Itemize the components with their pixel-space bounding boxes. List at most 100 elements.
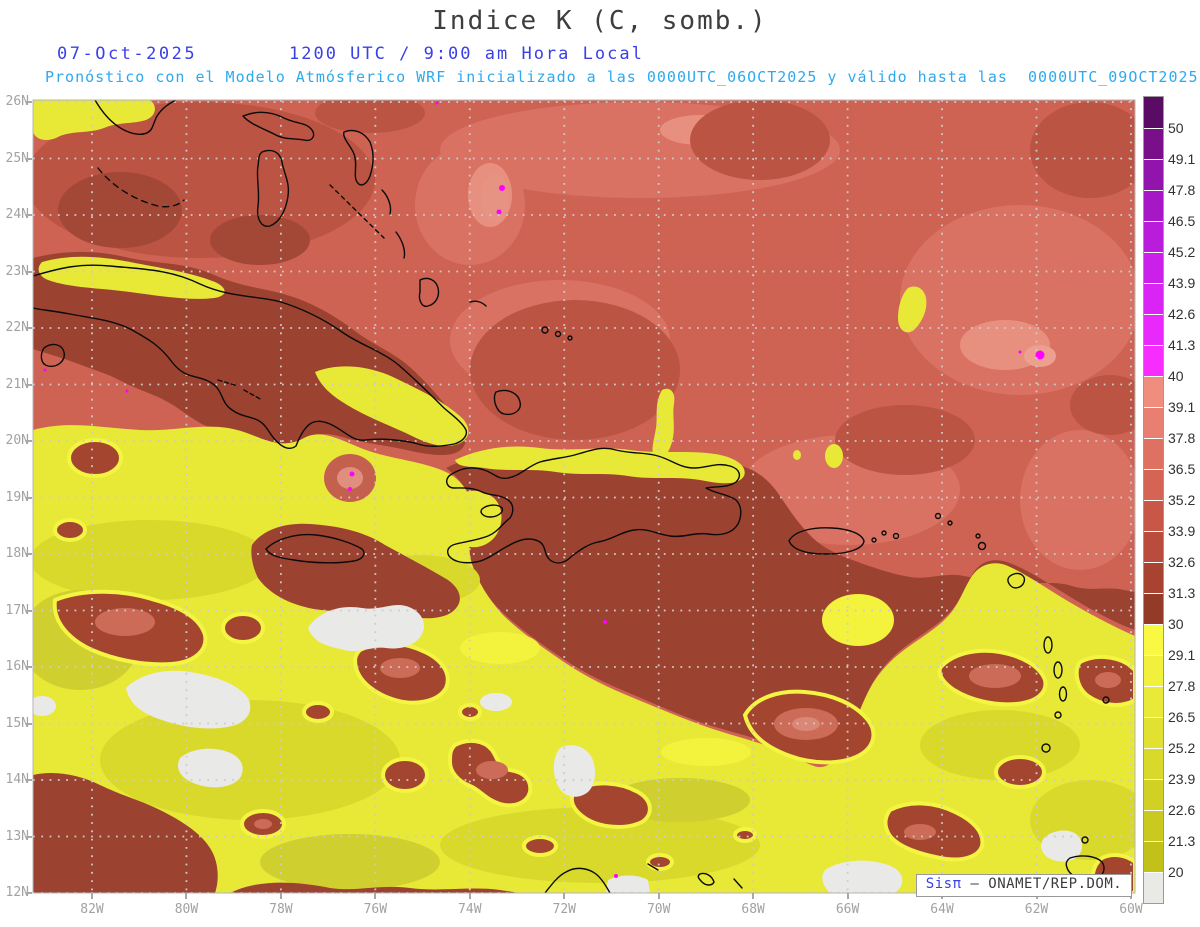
lat-label: 23N bbox=[5, 263, 29, 279]
colorbar-segment bbox=[1144, 593, 1163, 624]
colorbar-tick-label: 41.3 bbox=[1168, 337, 1196, 353]
lon-tick bbox=[563, 893, 566, 899]
lat-label: 14N bbox=[5, 772, 29, 787]
colorbar-tick-label: 50 bbox=[1168, 120, 1184, 136]
forecast-date: 07-Oct-2025 bbox=[57, 44, 198, 64]
lat-tick bbox=[26, 383, 32, 386]
lat-tick bbox=[26, 496, 32, 499]
lat-tick bbox=[26, 157, 32, 160]
coastlines bbox=[33, 100, 1110, 893]
colorbar-segment bbox=[1144, 748, 1163, 779]
lat-label: 15N bbox=[5, 715, 29, 731]
contour-band-central bbox=[446, 453, 1135, 763]
lat-tick bbox=[26, 892, 32, 894]
lat-tick bbox=[26, 835, 32, 838]
colorbar-tick-label: 47.8 bbox=[1168, 182, 1196, 198]
gray-patches bbox=[33, 604, 1082, 893]
colorbar-segment bbox=[1144, 407, 1163, 438]
colorbar-tick-label: 29.1 bbox=[1168, 647, 1196, 663]
colorbar-tick-label: 25.2 bbox=[1168, 740, 1196, 756]
lon-label: 66W bbox=[835, 902, 860, 917]
lat-label: 22N bbox=[5, 320, 29, 335]
colorbar-tick-label: 30 bbox=[1168, 616, 1184, 632]
colorbar-segment bbox=[1144, 531, 1163, 562]
colorbar-segment bbox=[1144, 97, 1163, 128]
colorbar bbox=[1143, 96, 1164, 904]
colorbar-tick-label: 49.1 bbox=[1168, 151, 1196, 167]
lon-tick bbox=[468, 893, 471, 899]
colorbar-tick-label: 40 bbox=[1168, 368, 1184, 384]
lat-tick bbox=[26, 666, 32, 668]
colorbar-segment bbox=[1144, 872, 1163, 903]
lat-tick bbox=[26, 440, 32, 442]
lon-label: 78W bbox=[269, 902, 293, 917]
watermark-brand: Sisπ bbox=[925, 876, 962, 892]
watermark-box: Sisπ – ONAMET/REP.DOM. bbox=[916, 874, 1132, 897]
contour-bottomleft-brown bbox=[33, 773, 520, 893]
lon-tick bbox=[752, 893, 755, 899]
colorbar-tick-label: 43.9 bbox=[1168, 275, 1196, 291]
model-subtitle: Pronóstico con el Modelo Atmósferico WRF… bbox=[45, 68, 1199, 86]
colorbar-segment bbox=[1144, 159, 1163, 190]
colorbar-segment bbox=[1144, 500, 1163, 531]
lat-label: 24N bbox=[5, 207, 29, 222]
lat-label: 17N bbox=[5, 602, 29, 618]
colorbar-tick-label: 26.5 bbox=[1168, 709, 1196, 725]
colorbar-tick-label: 27.8 bbox=[1168, 678, 1196, 694]
lon-label: 82W bbox=[80, 902, 104, 917]
pink-halo bbox=[481, 174, 509, 222]
colorbar-segment bbox=[1144, 469, 1163, 500]
lat-tick bbox=[26, 553, 32, 555]
salmon-centers bbox=[95, 608, 1121, 840]
colorbar-tick-label: 32.6 bbox=[1168, 554, 1196, 570]
colorbar-segment bbox=[1144, 345, 1163, 376]
colorbar-tick-label: 20 bbox=[1168, 864, 1184, 880]
lat-tick bbox=[26, 779, 32, 781]
yellow-patches bbox=[33, 100, 927, 548]
colorbar-segment bbox=[1144, 438, 1163, 469]
lon-label: 68W bbox=[741, 902, 765, 917]
forecast-time: 1200 UTC / 9:00 am Hora Local bbox=[289, 44, 644, 64]
lat-label: 19N bbox=[5, 489, 29, 505]
colorbar-segment bbox=[1144, 624, 1163, 655]
colorbar-tick-label: 21.3 bbox=[1168, 833, 1196, 849]
lat-tick bbox=[26, 609, 32, 612]
lat-label: 20N bbox=[5, 433, 29, 448]
contour-region-brightyellow bbox=[460, 594, 894, 766]
colorbar-segment bbox=[1144, 841, 1163, 872]
lat-tick bbox=[26, 327, 32, 329]
colorbar-segment bbox=[1144, 283, 1163, 314]
lon-tick bbox=[185, 893, 188, 899]
contour-region-deep bbox=[58, 172, 310, 265]
colorbar-tick-label: 46.5 bbox=[1168, 213, 1196, 229]
lon-label: 70W bbox=[646, 902, 671, 917]
lat-label: 26N bbox=[5, 94, 29, 109]
map-frame bbox=[32, 99, 1136, 894]
lat-tick bbox=[26, 722, 32, 725]
lon-tick bbox=[91, 893, 93, 899]
lat-tick bbox=[26, 101, 32, 103]
colorbar-segment bbox=[1144, 717, 1163, 748]
lat-tick bbox=[26, 214, 32, 216]
colorbar-segment bbox=[1144, 128, 1163, 159]
colorbar-tick-label: 39.1 bbox=[1168, 399, 1196, 415]
lon-tick bbox=[279, 893, 282, 899]
colorbar-segment bbox=[1144, 810, 1163, 841]
colorbar-segment bbox=[1144, 686, 1163, 717]
colorbar-segment bbox=[1144, 221, 1163, 252]
lon-label: 60W bbox=[1119, 902, 1143, 917]
watermark-org: – ONAMET/REP.DOM. bbox=[961, 876, 1123, 892]
lat-label: 21N bbox=[5, 376, 29, 392]
lon-label: 62W bbox=[1024, 902, 1049, 917]
colorbar-tick-label: 45.2 bbox=[1168, 244, 1196, 260]
lat-label: 18N bbox=[5, 546, 29, 561]
lat-label: 16N bbox=[5, 659, 29, 674]
lon-label: 74W bbox=[458, 902, 482, 917]
pink-halo bbox=[337, 467, 363, 489]
colorbar-segment bbox=[1144, 562, 1163, 593]
colorbar-segment bbox=[1144, 376, 1163, 407]
lon-label: 80W bbox=[174, 902, 199, 917]
colorbar-segment bbox=[1144, 655, 1163, 686]
